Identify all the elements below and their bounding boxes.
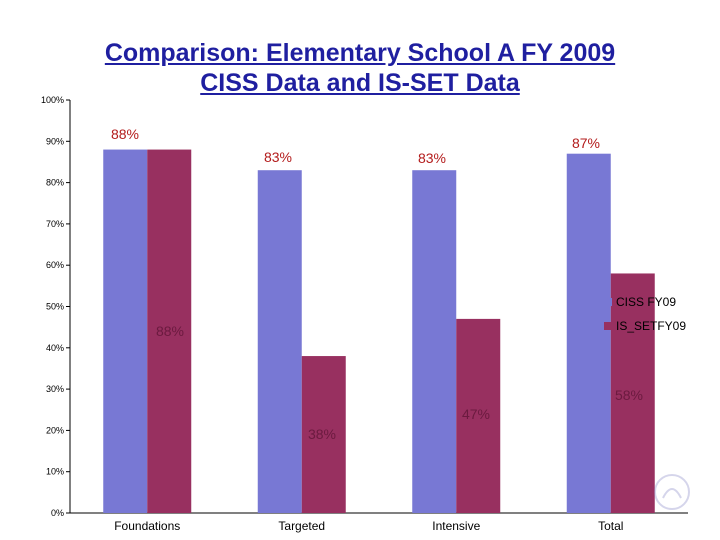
data-label-is-set-fy09: 47% <box>462 406 490 422</box>
legend-label: IS_SETFY09 <box>616 319 686 333</box>
y-tick-label: 60% <box>46 260 64 270</box>
y-tick-label: 50% <box>46 302 64 312</box>
bar-ciss-fy09 <box>103 149 148 513</box>
x-category-label: Foundations <box>114 519 180 533</box>
data-label-is-set-fy09: 38% <box>308 426 336 442</box>
bar-is-set-fy09 <box>456 318 501 513</box>
x-category-label: Targeted <box>278 519 325 533</box>
data-label-is-set-fy09: 58% <box>615 387 643 403</box>
y-tick-label: 0% <box>51 508 64 518</box>
chart-title-line-1: Comparison: Elementary School A FY 2009 <box>104 39 616 67</box>
bar-ciss-fy09 <box>566 153 611 513</box>
legend-swatch <box>604 298 612 306</box>
y-tick-label: 30% <box>46 384 64 394</box>
x-category-label: Total <box>598 519 623 533</box>
y-tick-label: 10% <box>46 467 64 477</box>
y-tick-label: 70% <box>46 219 64 229</box>
y-tick-label: 80% <box>46 178 64 188</box>
ciss-logo-watermark <box>654 474 690 510</box>
data-label-ciss-fy09: 88% <box>111 126 139 142</box>
bar-is-set-fy09 <box>147 149 192 513</box>
x-category-label: Intensive <box>432 519 480 533</box>
data-label-ciss-fy09: 83% <box>264 149 292 165</box>
y-tick-label: 100% <box>41 95 64 105</box>
chart-title: Comparison: Elementary School A FY 2009 … <box>40 38 680 98</box>
y-tick-label: 90% <box>46 136 64 146</box>
chart-title-line-2: CISS Data and IS-SET Data <box>200 69 520 97</box>
data-label-is-set-fy09: 88% <box>156 323 184 339</box>
y-tick-label: 40% <box>46 343 64 353</box>
y-tick-label: 20% <box>46 425 64 435</box>
data-label-ciss-fy09: 87% <box>572 135 600 151</box>
bar-is-set-fy09 <box>610 273 655 513</box>
legend-label: CISS FY09 <box>616 295 676 309</box>
bar-ciss-fy09 <box>257 170 302 513</box>
legend-swatch <box>604 322 612 330</box>
bar-is-set-fy09 <box>301 356 346 513</box>
bar-ciss-fy09 <box>412 170 457 513</box>
data-label-ciss-fy09: 83% <box>418 150 446 166</box>
